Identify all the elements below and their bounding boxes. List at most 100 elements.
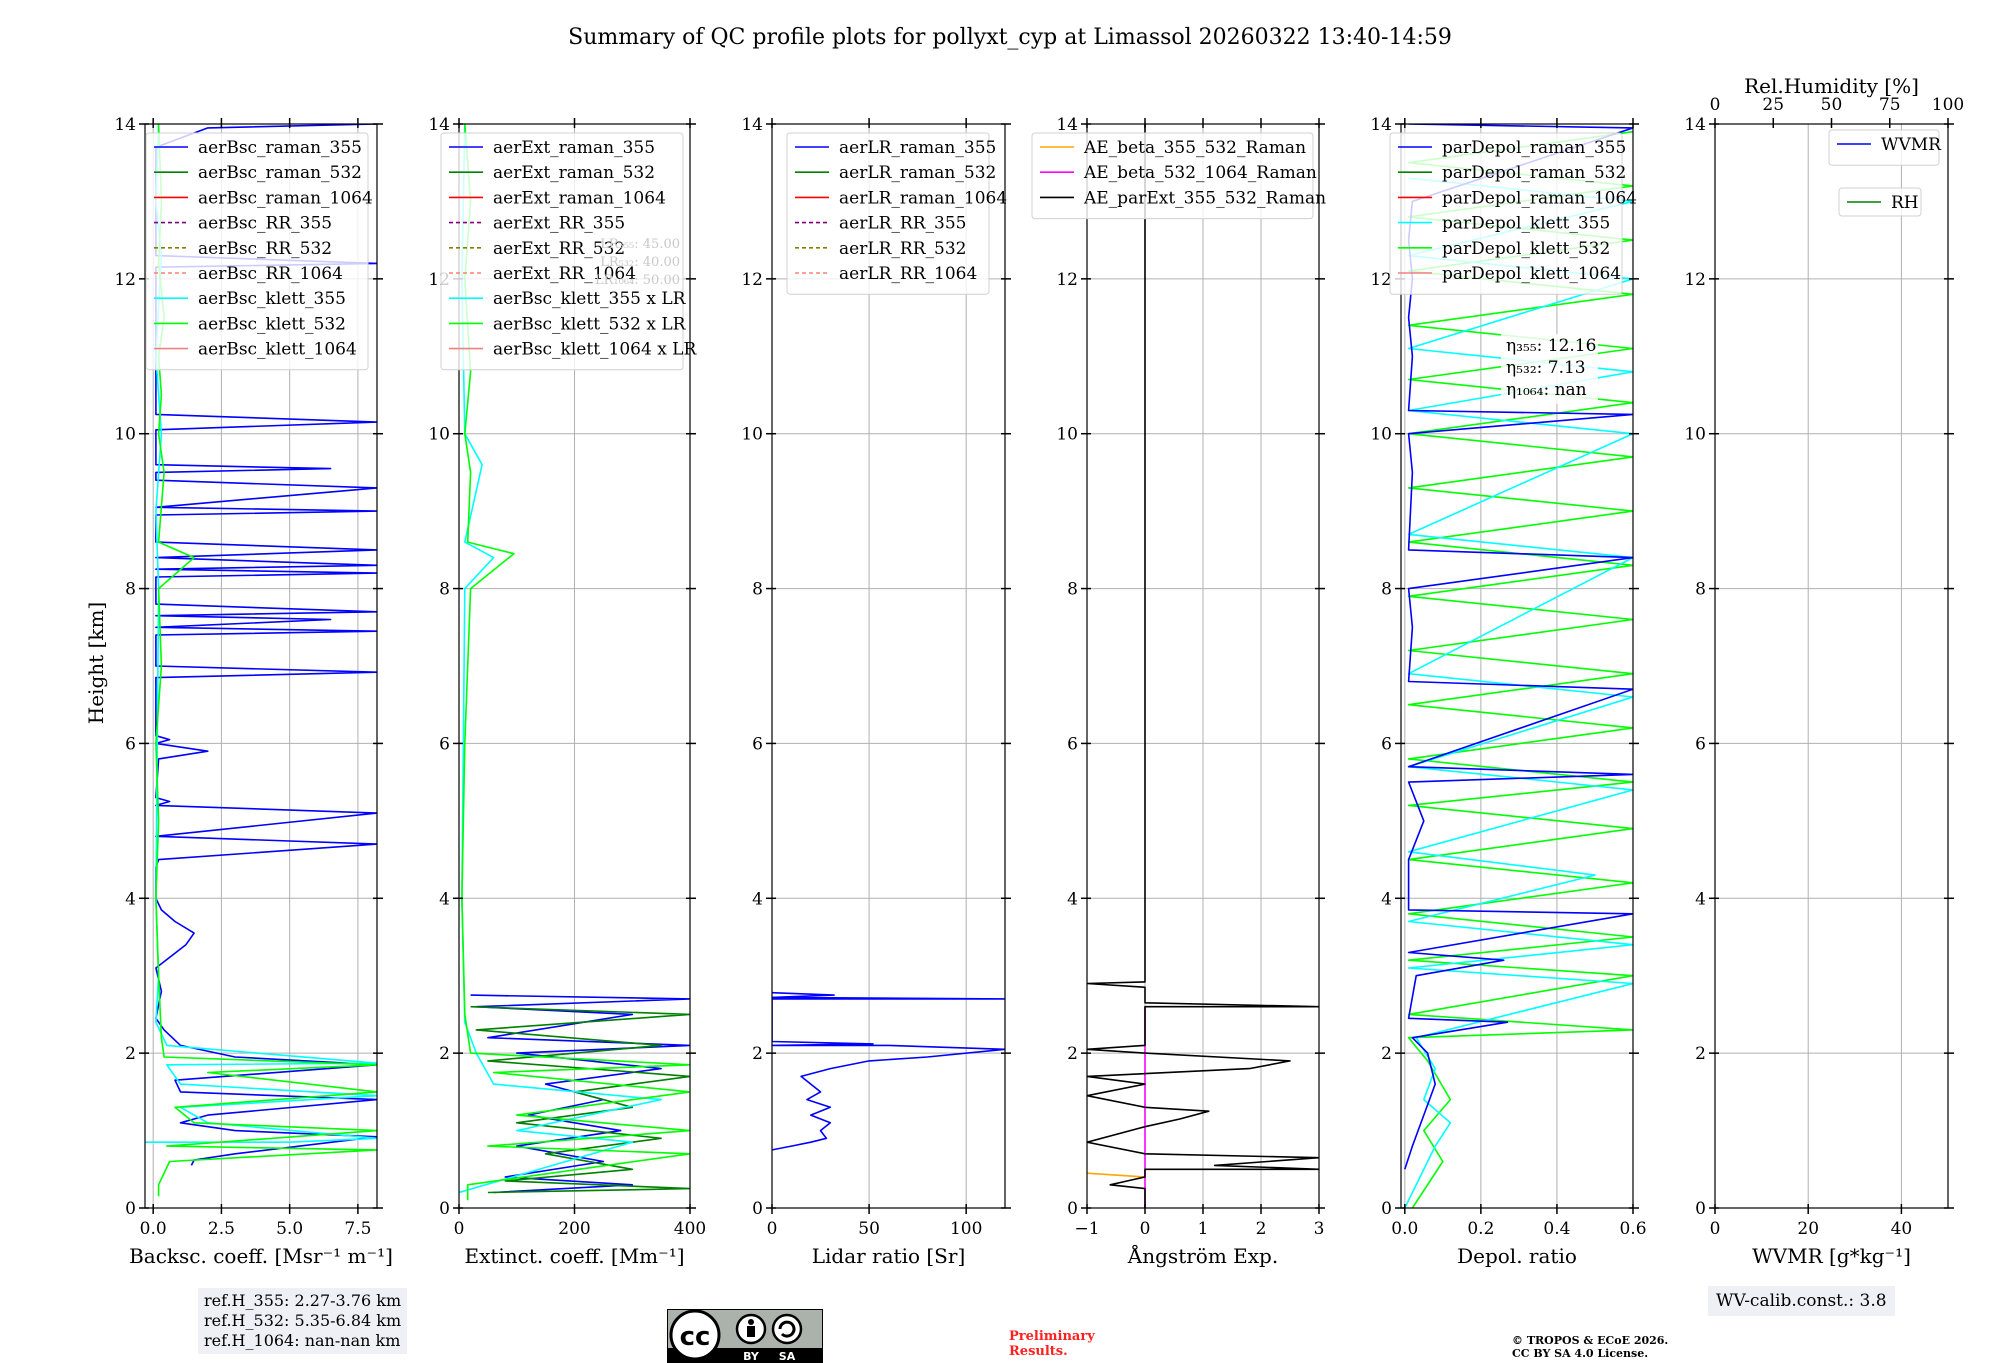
x-tick-label: 0.2 bbox=[1467, 1219, 1494, 1239]
legend: parDepol_raman_355 parDepol_raman_532 parD… bbox=[1389, 132, 1637, 295]
depol-eta-note: η₁₀₆₄: nan bbox=[1506, 380, 1587, 400]
lr-note: LR₁₀₆₄: 50.00 bbox=[595, 273, 680, 288]
y-tick-label: 8 bbox=[752, 580, 763, 600]
y-tick-label: 8 bbox=[1381, 580, 1392, 600]
panel-backscatter: 0 2 4 6 8 10 12 14 0.0 2.5 5.0 7.5 Backsc. coeff. [M… bbox=[114, 115, 393, 1268]
legend-entry: aerExt_raman_355 bbox=[493, 138, 655, 158]
y-tick-label: 8 bbox=[439, 580, 450, 600]
axes-frame bbox=[1400, 123, 1634, 1209]
series-aerBsc_klett_532 bbox=[155, 124, 377, 1197]
x-tick-label: 0 bbox=[1710, 1219, 1721, 1239]
ref-height-1064: ref.H_1064: nan-nan km bbox=[204, 1331, 401, 1350]
depol-eta-note: η₅₃₂: 7.13 bbox=[1506, 358, 1586, 378]
legend-entry: aerBsc_raman_532 bbox=[198, 163, 362, 183]
figure-title: Summary of QC profile plots for pollyxt_… bbox=[568, 25, 1452, 50]
y-tick-label: 10 bbox=[1370, 425, 1392, 445]
ref-height-532: ref.H_532: 5.35-6.84 km bbox=[204, 1311, 402, 1330]
legend-entry: AE_beta_532_1064_Raman bbox=[1083, 163, 1317, 183]
y-tick-label: 6 bbox=[1381, 734, 1392, 754]
legend-entry: aerLR_RR_355 bbox=[839, 214, 966, 234]
series-parDepol_raman_355 bbox=[1404, 124, 1633, 1170]
legend-entry: parDepol_klett_1064 bbox=[1442, 264, 1621, 284]
y-tick-label: 14 bbox=[1370, 115, 1392, 135]
legend-entry: aerBsc_klett_355 bbox=[198, 289, 346, 309]
x-tick-label: 20 bbox=[1797, 1219, 1819, 1239]
preliminary-line-2: Results. bbox=[1009, 1344, 1068, 1359]
legend-entry: aerBsc_klett_355 x LR bbox=[493, 289, 687, 309]
y-tick-label: 14 bbox=[1684, 115, 1706, 135]
x-tick-label: 400 bbox=[674, 1219, 706, 1239]
legend-entry: aerExt_RR_355 bbox=[493, 214, 625, 234]
legend-entry: RH bbox=[1891, 193, 1919, 213]
x-axis-label: Depol. ratio bbox=[1457, 1244, 1577, 1268]
legend-entry: aerLR_raman_1064 bbox=[839, 188, 1007, 208]
y-tick-label: 0 bbox=[1381, 1199, 1392, 1219]
x-tick-label: 100 bbox=[950, 1219, 982, 1239]
cc-license-badge: cc BY SA bbox=[667, 1309, 823, 1363]
x-tick-label: 0.0 bbox=[140, 1219, 167, 1239]
x-tick-label: 0.0 bbox=[1391, 1219, 1418, 1239]
series-aerBsc_klett_532 x LR bbox=[461, 124, 690, 1201]
sa-label: SA bbox=[779, 1350, 796, 1363]
legend-entry: aerLR_RR_532 bbox=[839, 239, 966, 259]
x-tick-label: 2.5 bbox=[208, 1219, 235, 1239]
series-aerExt_raman_355 bbox=[470, 994, 690, 1194]
legend-entry: parDepol_raman_355 bbox=[1442, 138, 1626, 158]
legend-entry: aerBsc_klett_532 bbox=[198, 314, 346, 334]
y-tick-label: 8 bbox=[1067, 580, 1078, 600]
x-tick-label: 0.6 bbox=[1619, 1219, 1646, 1239]
series-parDepol_klett_532 bbox=[1407, 130, 1633, 1208]
x-axis-label: Lidar ratio [Sr] bbox=[812, 1244, 966, 1268]
legend-entry: WVMR bbox=[1881, 135, 1942, 155]
y-tick-label: 14 bbox=[114, 115, 136, 135]
y-tick-label: 4 bbox=[125, 889, 136, 909]
legend: WVMR RH bbox=[1828, 129, 1942, 217]
legend-entry: aerExt_RR_532 bbox=[493, 239, 625, 259]
legend-entry: parDepol_klett_532 bbox=[1442, 239, 1610, 259]
ref-height-355: ref.H_355: 2.27-3.76 km bbox=[204, 1291, 402, 1310]
y-axis-label: Height [km] bbox=[84, 602, 108, 724]
lr-note: LR₃₅₅: 45.00 bbox=[600, 237, 680, 252]
y-tick-label: 10 bbox=[1684, 425, 1706, 445]
y-tick-label: 12 bbox=[1684, 270, 1706, 290]
legend-entry: aerLR_raman_532 bbox=[839, 163, 996, 183]
panel-depol: 0 2 4 6 8 10 12 14 0.0 0.2 0.4 0.6 Depol. ratio parDe… bbox=[1370, 115, 1646, 1268]
y-tick-label: 2 bbox=[1067, 1044, 1078, 1064]
x-axis-label: Backsc. coeff. [Msr⁻¹ m⁻¹] bbox=[129, 1244, 393, 1268]
by-label: BY bbox=[743, 1350, 760, 1363]
copyright-line-1: © TROPOS & ECoE 2026. bbox=[1512, 1334, 1669, 1347]
y-tick-label: 6 bbox=[1067, 734, 1078, 754]
x-tick-label: 0 bbox=[454, 1219, 465, 1239]
legend-entry: aerBsc_klett_1064 bbox=[198, 340, 357, 360]
legend-entry: parDepol_klett_355 bbox=[1442, 214, 1610, 234]
x-tick-label: −1 bbox=[1074, 1219, 1099, 1239]
x-tick-label: 0 bbox=[1140, 1219, 1151, 1239]
x-tick-label: 50 bbox=[858, 1219, 880, 1239]
top-axis-label: Rel.Humidity [%] bbox=[1744, 74, 1919, 98]
x-tick-label: 7.5 bbox=[344, 1219, 371, 1239]
series-aerExt_raman_532 bbox=[470, 1005, 690, 1194]
legend-entry: aerLR_RR_1064 bbox=[839, 264, 977, 284]
y-tick-label: 4 bbox=[1381, 889, 1392, 909]
series-aerLR_raman_355 bbox=[772, 991, 1005, 1151]
y-tick-label: 2 bbox=[1695, 1044, 1706, 1064]
preliminary-results-note: Preliminary Results. bbox=[1009, 1329, 1095, 1359]
x-tick-label: 40 bbox=[1891, 1219, 1913, 1239]
y-tick-label: 4 bbox=[439, 889, 450, 909]
y-tick-label: 14 bbox=[428, 115, 450, 135]
legend: aerBsc_raman_355 aerBsc_raman_532 aerBsc_r… bbox=[145, 132, 373, 371]
lr-note: LR₅₃₂: 40.00 bbox=[600, 255, 680, 270]
x-axis-label: Ångström Exp. bbox=[1127, 1243, 1278, 1268]
y-tick-label: 4 bbox=[1695, 889, 1706, 909]
y-tick-label: 12 bbox=[1370, 270, 1392, 290]
top-x-tick-label: 25 bbox=[1762, 95, 1784, 115]
series-AE_parExt_355_532_Raman bbox=[1087, 124, 1319, 1208]
y-tick-label: 10 bbox=[114, 425, 136, 445]
y-tick-label: 10 bbox=[1056, 425, 1078, 445]
y-tick-label: 12 bbox=[114, 270, 136, 290]
x-axis-label: WVMR [g*kg⁻¹] bbox=[1752, 1244, 1911, 1268]
y-tick-label: 12 bbox=[741, 270, 763, 290]
reference-heights-box: ref.H_355: 2.27-3.76 km ref.H_532: 5.35-… bbox=[198, 1288, 408, 1354]
